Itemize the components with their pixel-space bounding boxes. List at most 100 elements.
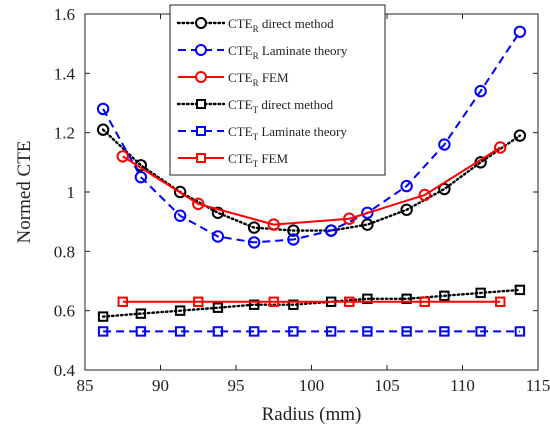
data-point-marker xyxy=(362,293,373,305)
legend-label-main: CTE xyxy=(228,16,253,31)
data-point-marker xyxy=(212,302,224,313)
legend-label-rest: Laminate theory xyxy=(259,43,348,58)
data-point-marker xyxy=(174,326,186,337)
data-point-marker xyxy=(97,326,109,337)
data-point-marker xyxy=(343,212,356,225)
data-point-marker xyxy=(173,209,187,222)
data-point-marker xyxy=(494,141,507,154)
data-point-marker xyxy=(135,326,147,337)
x-tick-label: 110 xyxy=(450,376,475,395)
data-point-marker xyxy=(268,296,279,307)
data-point-marker xyxy=(419,296,430,307)
legend-item: CTER Laminate theory xyxy=(178,43,348,61)
data-point-marker xyxy=(400,203,413,217)
data-point-marker xyxy=(400,179,413,193)
y-tick-label: 0.4 xyxy=(54,361,76,380)
data-point-marker xyxy=(117,296,128,307)
series-layer xyxy=(96,25,527,337)
y-tick-label: 1.2 xyxy=(54,124,75,143)
x-tick-label: 100 xyxy=(299,376,325,395)
data-point-marker xyxy=(362,326,373,337)
data-point-marker xyxy=(495,296,506,307)
data-point-marker xyxy=(324,224,338,237)
y-tick-label: 1.4 xyxy=(54,64,76,83)
legend-label-rest: FEM xyxy=(258,151,288,166)
data-point-marker xyxy=(96,102,110,116)
data-point-marker xyxy=(325,326,337,337)
data-point-marker xyxy=(267,218,280,231)
data-point-marker xyxy=(418,188,431,202)
legend-label-rest: Laminate theory xyxy=(258,124,347,139)
x-tick-label: 95 xyxy=(228,376,245,395)
data-point-marker xyxy=(288,299,299,310)
legend-label: CTER direct method xyxy=(228,16,334,34)
legend-item: CTER FEM xyxy=(178,70,289,88)
legend-label: CTER Laminate theory xyxy=(228,43,348,61)
data-point-marker xyxy=(211,206,225,219)
legend-label-main: CTE xyxy=(228,151,253,166)
legend-label-main: CTE xyxy=(228,43,253,58)
data-point-marker xyxy=(288,326,299,337)
legend-marker xyxy=(195,44,207,56)
data-point-marker xyxy=(96,123,110,136)
data-point-marker xyxy=(287,224,300,237)
x-tick-label: 85 xyxy=(77,376,94,395)
series-5 xyxy=(117,296,506,307)
legend-label-rest: direct method xyxy=(259,16,335,31)
series-1 xyxy=(96,25,527,249)
data-point-marker xyxy=(344,296,355,307)
legend-label-rest: FEM xyxy=(259,70,289,85)
data-point-marker xyxy=(173,185,187,199)
legend-marker xyxy=(195,17,207,29)
data-point-marker xyxy=(116,150,129,163)
data-point-marker xyxy=(248,299,260,310)
data-point-marker xyxy=(514,326,526,337)
data-point-marker xyxy=(248,326,260,337)
data-point-marker xyxy=(287,233,300,246)
series-3 xyxy=(97,284,526,322)
series-line xyxy=(101,288,522,318)
legend-item: CTER direct method xyxy=(176,16,334,34)
legend-label-main: CTE xyxy=(228,97,253,112)
series-2 xyxy=(116,141,507,231)
x-tick-label: 115 xyxy=(526,376,550,395)
legend-label: CTER FEM xyxy=(228,70,289,88)
y-tick-label: 0.6 xyxy=(54,302,75,321)
legend-label: CTET direct method xyxy=(228,97,334,115)
data-point-marker xyxy=(211,230,225,243)
legend-label-sub: R xyxy=(253,78,259,88)
legend-marker xyxy=(196,153,206,163)
data-point-marker xyxy=(475,287,486,299)
data-point-marker xyxy=(438,138,451,151)
legend-label-main: CTE xyxy=(228,70,253,85)
data-point-marker xyxy=(212,326,224,337)
data-point-marker xyxy=(134,170,148,184)
legend-marker xyxy=(196,126,206,136)
x-tick-label: 105 xyxy=(374,376,400,395)
data-point-marker xyxy=(361,206,374,219)
data-point-marker xyxy=(439,326,450,337)
legend-box xyxy=(169,4,386,176)
series-4 xyxy=(97,326,526,337)
data-point-marker xyxy=(513,129,527,142)
data-point-marker xyxy=(192,197,205,211)
legend-label-main: CTE xyxy=(228,124,253,139)
y-tick-label: 1 xyxy=(67,183,76,202)
legend-label-sub: T xyxy=(253,159,259,169)
legend-label: CTET FEM xyxy=(228,151,288,169)
data-point-marker xyxy=(401,293,412,305)
data-point-marker xyxy=(193,296,204,307)
data-point-marker xyxy=(474,84,487,98)
legend-marker xyxy=(195,71,207,83)
ticks-layer: 85 90 95 100 105 110 115 0.4 0.6 0.8 1 1.2 1.4 1.6 xyxy=(54,5,550,395)
series-line xyxy=(102,31,521,244)
data-point-marker xyxy=(513,25,527,38)
x-axis-label: Radius (mm) xyxy=(262,404,362,425)
legend-marker xyxy=(196,99,206,109)
data-point-marker xyxy=(97,311,109,322)
y-tick-label: 1.6 xyxy=(54,5,75,24)
legend-item: CTET FEM xyxy=(178,151,288,169)
y-tick-label: 0.8 xyxy=(54,242,75,261)
